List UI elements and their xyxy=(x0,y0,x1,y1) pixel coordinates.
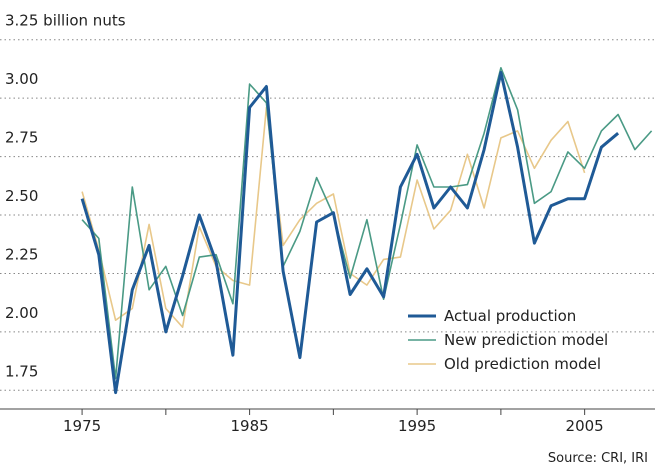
x-tick-label: 2005 xyxy=(566,417,604,435)
y-tick-label: 3.00 xyxy=(5,70,38,88)
y-tick-label: 2.75 xyxy=(5,129,38,147)
series-line xyxy=(81,106,586,328)
series-line xyxy=(80,71,620,395)
x-tick-label: 1975 xyxy=(63,417,101,435)
y-tick-label: 2.00 xyxy=(5,304,38,322)
y-tick-label: 1.75 xyxy=(5,362,38,380)
x-tick-label: 1985 xyxy=(231,417,269,435)
y-tick-label: 3.25 billion nuts xyxy=(5,12,126,30)
legend-label: New prediction model xyxy=(444,331,608,349)
legend-label: Actual production xyxy=(444,307,576,325)
legend-label: Old prediction model xyxy=(444,355,601,373)
source-note: Source: CRI, IRI xyxy=(548,451,648,466)
x-tick-label: 1995 xyxy=(398,417,436,435)
y-tick-label: 2.50 xyxy=(5,187,38,205)
y-tick-label: 2.25 xyxy=(5,245,38,263)
